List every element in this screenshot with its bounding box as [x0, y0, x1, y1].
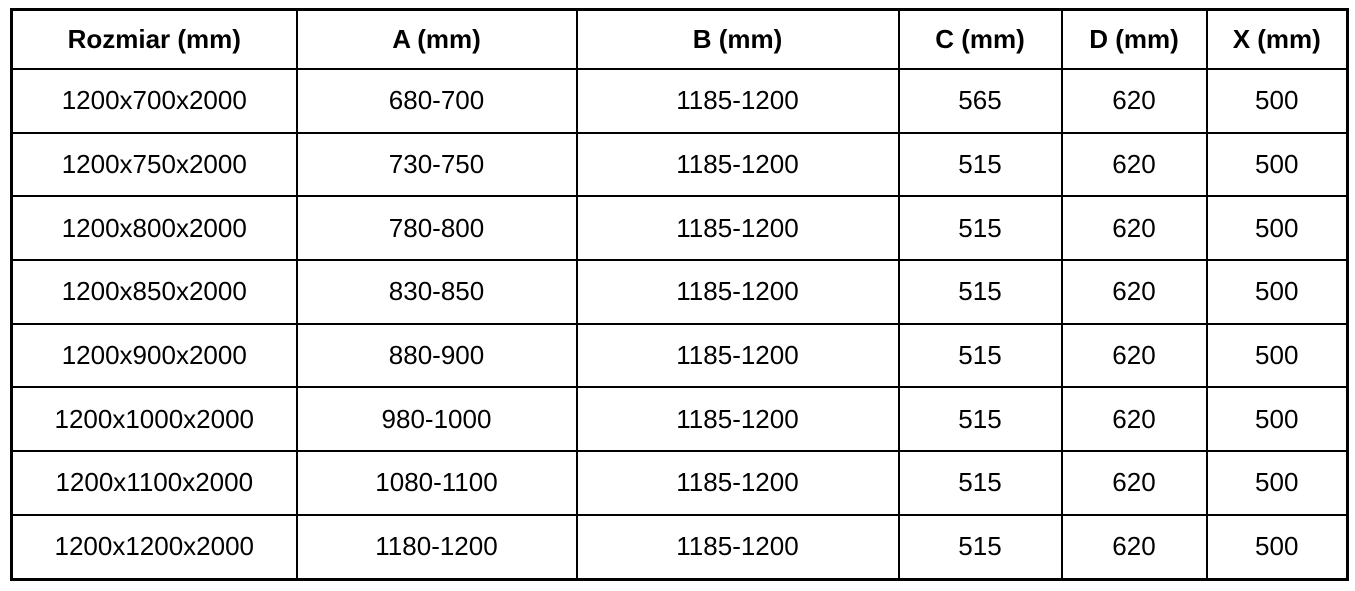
table-cell: 880-900 [295, 322, 578, 389]
table-cell: 1200x900x2000 [10, 322, 298, 389]
column-header: B (mm) [575, 8, 900, 70]
table-cell: 1200x800x2000 [10, 195, 298, 262]
table-cell: 515 [897, 195, 1063, 262]
column-header: C (mm) [897, 8, 1063, 70]
table-cell: 515 [897, 386, 1063, 453]
table-row: 1200x1000x2000 980-1000 1185-1200 515 620 500 [10, 386, 1349, 453]
table-cell: 515 [897, 513, 1063, 581]
size-spec-table: Rozmiar (mm) A (mm) B (mm) C (mm) D (mm) X (m… [10, 8, 1349, 581]
table-cell: 830-850 [295, 259, 578, 325]
table-cell: 1200x1100x2000 [10, 450, 298, 516]
table-cell: 620 [1060, 322, 1208, 389]
column-header: D (mm) [1060, 8, 1208, 70]
table-cell: 1185-1200 [575, 386, 900, 453]
table-cell: 780-800 [295, 195, 578, 262]
table-row: 1200x1200x2000 1180-1200 1185-1200 515 620 50… [10, 513, 1349, 581]
table-body: 1200x700x2000 680-700 1185-1200 565 620 500 12… [10, 68, 1349, 581]
table-cell: 620 [1060, 450, 1208, 516]
table-cell: 620 [1060, 513, 1208, 581]
table-cell: 620 [1060, 259, 1208, 325]
table-cell: 1200x1000x2000 [10, 386, 298, 453]
table-cell: 1200x700x2000 [10, 68, 298, 134]
table-cell: 500 [1205, 322, 1349, 389]
table-cell: 620 [1060, 131, 1208, 198]
table-header-row: Rozmiar (mm) A (mm) B (mm) C (mm) D (mm) X (m… [10, 8, 1349, 70]
table-row: 1200x900x2000 880-900 1185-1200 515 620 500 [10, 322, 1349, 389]
table-cell: 1185-1200 [575, 195, 900, 262]
table-cell: 1185-1200 [575, 450, 900, 516]
table-row: 1200x1100x2000 1080-1100 1185-1200 515 620 50… [10, 450, 1349, 516]
table-cell: 500 [1205, 259, 1349, 325]
table-cell: 620 [1060, 386, 1208, 453]
table-cell: 1185-1200 [575, 322, 900, 389]
table-cell: 1080-1100 [295, 450, 578, 516]
table-cell: 1200x850x2000 [10, 259, 298, 325]
table-cell: 515 [897, 131, 1063, 198]
table-cell: 515 [897, 450, 1063, 516]
table-cell: 500 [1205, 68, 1349, 134]
table-cell: 620 [1060, 195, 1208, 262]
column-header: Rozmiar (mm) [10, 8, 298, 70]
table-row: 1200x850x2000 830-850 1185-1200 515 620 500 [10, 259, 1349, 325]
table-cell: 565 [897, 68, 1063, 134]
table-cell: 680-700 [295, 68, 578, 134]
table-cell: 1185-1200 [575, 131, 900, 198]
table-cell: 500 [1205, 131, 1349, 198]
table-cell: 500 [1205, 386, 1349, 453]
table-cell: 1185-1200 [575, 259, 900, 325]
table-cell: 620 [1060, 68, 1208, 134]
table-cell: 500 [1205, 513, 1349, 581]
table-cell: 730-750 [295, 131, 578, 198]
column-header: A (mm) [295, 8, 578, 70]
table-cell: 980-1000 [295, 386, 578, 453]
table-cell: 500 [1205, 195, 1349, 262]
table-cell: 1185-1200 [575, 513, 900, 581]
table-row: 1200x700x2000 680-700 1185-1200 565 620 500 [10, 68, 1349, 134]
table-cell: 1200x1200x2000 [10, 513, 298, 581]
table-cell: 500 [1205, 450, 1349, 516]
table-cell: 1185-1200 [575, 68, 900, 134]
table-cell: 1200x750x2000 [10, 131, 298, 198]
table-cell: 515 [897, 259, 1063, 325]
table-row: 1200x750x2000 730-750 1185-1200 515 620 500 [10, 131, 1349, 198]
column-header: X (mm) [1205, 8, 1349, 70]
table-cell: 515 [897, 322, 1063, 389]
table-cell: 1180-1200 [295, 513, 578, 581]
table-row: 1200x800x2000 780-800 1185-1200 515 620 500 [10, 195, 1349, 262]
